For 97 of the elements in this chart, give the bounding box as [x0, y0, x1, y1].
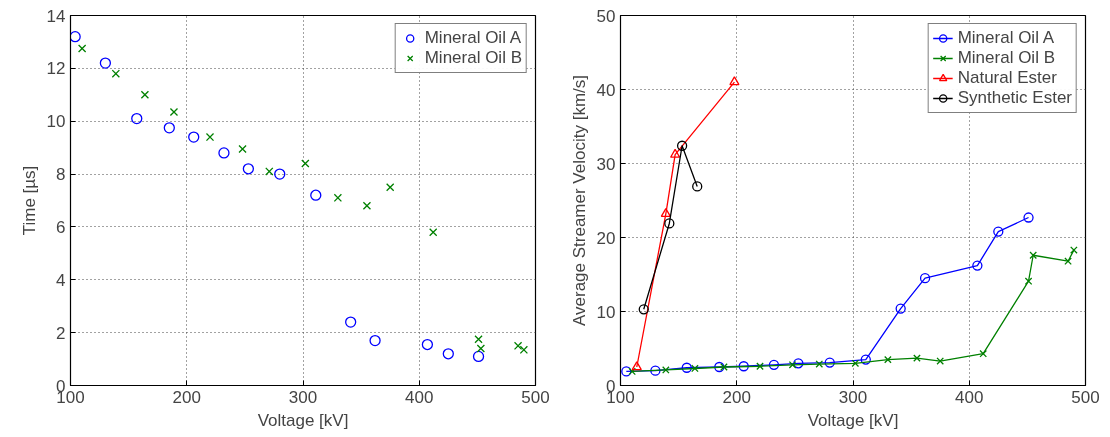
point [274, 168, 286, 180]
point [1024, 277, 1033, 285]
point [979, 349, 988, 358]
point [860, 354, 871, 365]
point [631, 361, 642, 371]
point [188, 131, 200, 143]
legend-label: Mineral Oil A [424, 28, 522, 48]
point [474, 335, 483, 344]
point [111, 69, 121, 78]
y-tick-label: 30 [596, 154, 616, 174]
x-tick-label: 300 [838, 387, 868, 407]
point [1064, 257, 1072, 266]
point [362, 201, 372, 210]
x-tick-label: 400 [955, 387, 984, 407]
point [205, 132, 215, 142]
point [681, 362, 692, 373]
point [70, 31, 81, 43]
point [472, 350, 485, 363]
point [519, 345, 529, 355]
legend-label: Mineral Oil B [424, 48, 522, 68]
y-tick-label: 12 [46, 59, 66, 79]
point [140, 90, 150, 99]
point [265, 167, 274, 176]
point [993, 226, 1004, 237]
point [386, 183, 395, 192]
point [476, 344, 486, 353]
legend-label: Mineral Oil B [957, 48, 1055, 68]
y-tick-label: 4 [56, 270, 66, 290]
point [768, 359, 780, 370]
point [793, 358, 804, 369]
point [163, 122, 175, 134]
point [692, 181, 703, 192]
point [301, 159, 310, 168]
point [421, 338, 434, 351]
y-tick-label: 6 [56, 217, 66, 237]
x-tick-label: 500 [521, 387, 550, 407]
point [131, 112, 143, 125]
point [676, 140, 688, 151]
x-axis-title: Voltage [kV] [807, 410, 899, 430]
point [345, 316, 357, 328]
point [729, 76, 740, 86]
y-tick-label: 10 [596, 302, 616, 322]
point [1070, 246, 1078, 254]
y-tick-label: 10 [46, 112, 66, 132]
point [1029, 251, 1038, 260]
point [919, 273, 931, 284]
y-tick-label: 2 [56, 323, 66, 343]
point [218, 147, 230, 159]
y-tick-label: 14 [46, 6, 66, 26]
y-tick-label: 8 [56, 165, 66, 185]
point [788, 360, 797, 369]
x-tick-label: 200 [722, 387, 751, 407]
point [310, 189, 322, 201]
x-tick-label: 300 [288, 387, 318, 407]
x-axis-title: Voltage [kV] [257, 410, 349, 430]
point [628, 367, 636, 376]
y-axis-title: Time [µs] [19, 165, 39, 236]
point [738, 361, 749, 372]
point [650, 365, 661, 376]
point [99, 57, 112, 69]
point [851, 359, 860, 368]
legend-label: Synthetic Ester [957, 88, 1072, 108]
y-axis-title: Average Streamer Velocity [km/s] [569, 74, 589, 326]
legend-label: Mineral Oil A [957, 28, 1055, 48]
point [664, 218, 675, 229]
y-tick-label: 20 [596, 228, 616, 248]
point [824, 357, 835, 368]
point [913, 354, 921, 362]
point [369, 334, 381, 347]
point [77, 44, 87, 53]
point [621, 366, 632, 377]
point [972, 260, 983, 271]
point [513, 341, 523, 351]
point [669, 148, 681, 158]
y-tick-label: 50 [596, 6, 616, 26]
point [238, 144, 247, 154]
point [691, 364, 699, 373]
point [333, 193, 343, 203]
point [169, 107, 179, 117]
x-tick-label: 500 [1071, 387, 1100, 407]
point [756, 362, 764, 371]
x-tick-label: 200 [172, 387, 201, 407]
point [662, 366, 670, 374]
y-tick-label: 40 [596, 80, 616, 100]
point [242, 163, 255, 175]
point [936, 357, 945, 365]
point [815, 360, 824, 368]
point [660, 207, 671, 218]
point [638, 304, 649, 315]
point [714, 361, 725, 373]
legend-label: Natural Ester [957, 68, 1057, 88]
point [442, 348, 454, 360]
point [429, 228, 438, 237]
point [884, 355, 892, 364]
x-tick-label: 400 [405, 387, 434, 407]
point [895, 303, 906, 314]
point [1023, 212, 1034, 223]
